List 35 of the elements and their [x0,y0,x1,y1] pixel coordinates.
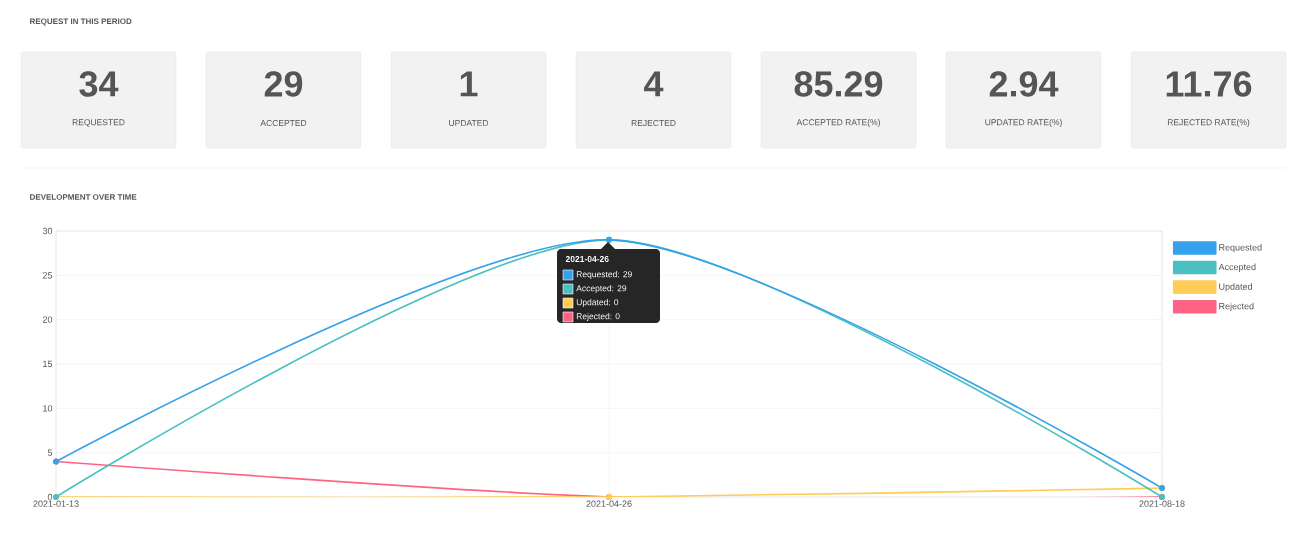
annotation: 2021-04-26 [565,255,609,262]
legend-label: Rejected [1219,302,1254,312]
legend-label: Updated [1219,283,1252,292]
chart-title: DEVELOPMENT OVER TIME [30,194,137,200]
y-tick-label: 0 [47,493,53,501]
data-label: 29 [264,71,303,97]
category-label: UPDATED [449,120,489,126]
data-label: 85.29 [794,71,883,97]
text: REQUEST IN THIS PERIOD [30,18,132,26]
x-tick-label: 2021-08-18 [1139,500,1185,507]
annotation: Rejected: 0 [576,313,620,321]
data-label: 1 [460,71,478,97]
y-tick-label: 10 [43,405,53,412]
category-label: REJECTED [631,119,676,126]
data-label: 11.76 [1166,71,1252,97]
data-label: 34 [79,71,119,97]
annotation: Updated: 0 [576,299,619,307]
category-label: ACCEPTED [260,119,307,126]
data-label: 2.94 [989,71,1059,97]
legend-label: Requested [1219,243,1262,253]
category-label: UPDATED RATE(%) [985,119,1062,127]
category-label: REJECTED RATE(%) [1167,119,1250,127]
legend-label: Accepted [1218,263,1256,272]
y-tick-label: 30 [42,227,53,235]
x-tick-label: 2021-01-13 [33,500,79,507]
y-tick-label: 25 [42,272,53,279]
category-label: ACCEPTED RATE(%) [796,119,880,127]
annotation: Accepted: 29 [576,285,627,293]
x-tick-label: 2021-04-26 [586,500,632,507]
category-label: REQUESTED [72,119,125,127]
y-tick-label: 20 [42,316,53,323]
y-tick-label: 5 [47,449,53,456]
data-label: 4 [644,71,664,97]
y-tick-label: 15 [43,360,53,368]
annotation: Requested: 29 [576,271,632,279]
